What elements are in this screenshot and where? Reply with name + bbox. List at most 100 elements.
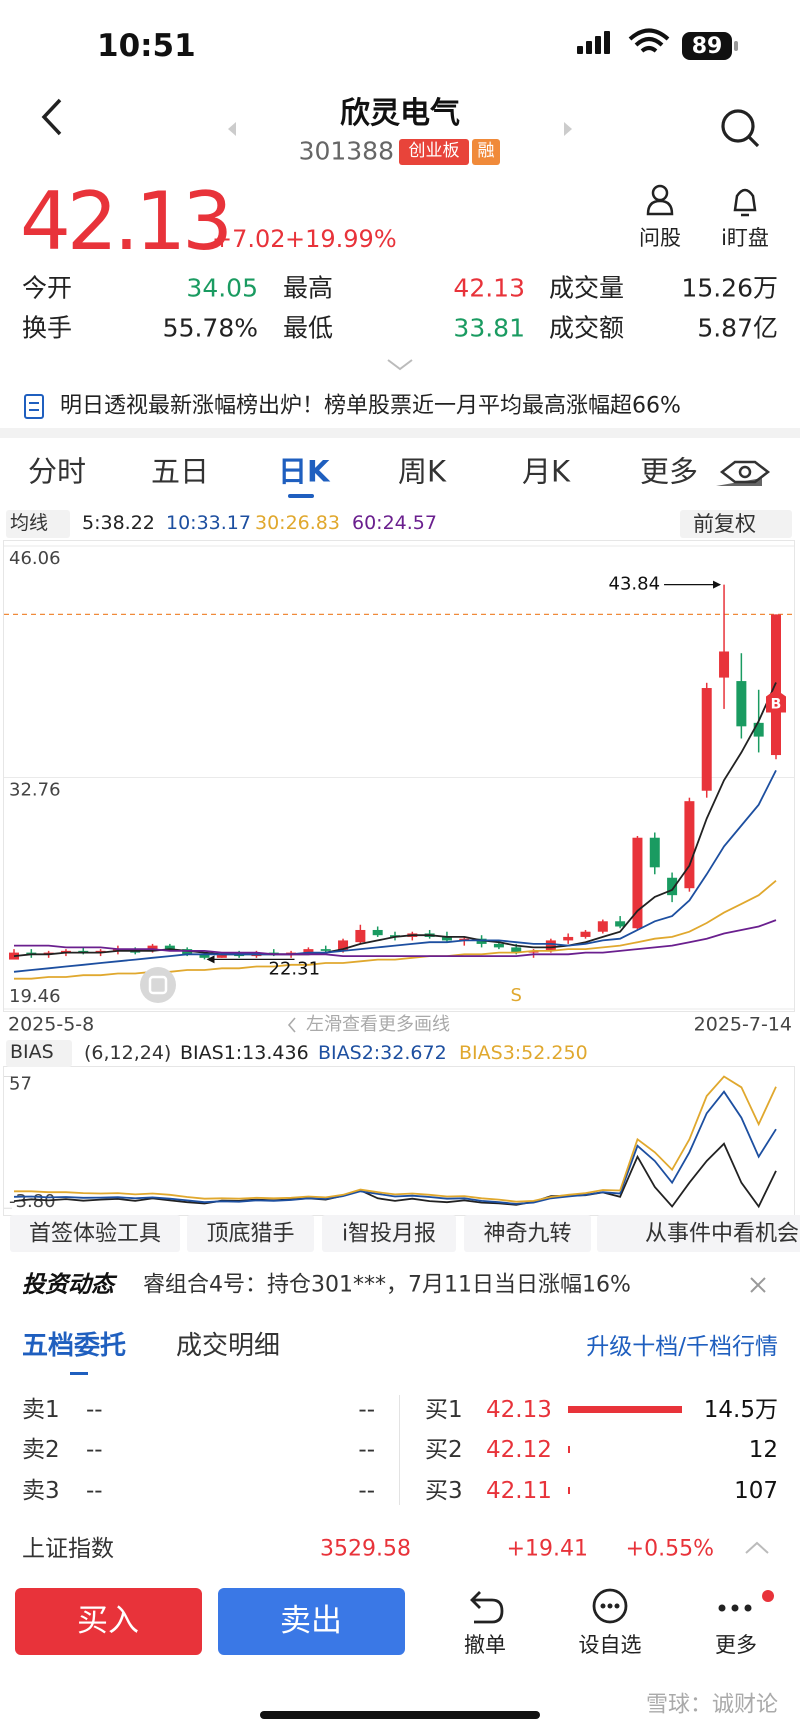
stat-label: 最低 [283, 313, 334, 343]
buy-volume-bar [568, 1406, 682, 1413]
cancel-icon[interactable] [470, 1591, 504, 1624]
sell-signal: S [511, 985, 522, 1006]
next-stock[interactable] [564, 122, 572, 136]
news-text[interactable]: 睿组合4号：持仓301***，7月11日当日涨幅16% [143, 1272, 631, 1298]
candle-body [649, 837, 660, 868]
candle-body [684, 801, 695, 889]
sell-volume: -- [358, 1436, 375, 1463]
book-tab[interactable]: 五档委托 [22, 1331, 127, 1362]
x-label: 2025-7-14 [694, 1014, 792, 1036]
signal-bar [604, 31, 610, 54]
candle-body [164, 945, 175, 950]
stat-label: 最高 [283, 273, 334, 303]
buy-volume-bar [568, 1446, 570, 1453]
tool-label[interactable]: 顶底猎手 [206, 1221, 295, 1247]
ma-line [14, 919, 777, 957]
buy-button-label[interactable]: 买入 [77, 1603, 139, 1640]
high-label: 43.84 [609, 574, 661, 595]
sell-level: 卖2 [22, 1436, 60, 1463]
buy-button[interactable] [15, 1588, 202, 1655]
bottom-action[interactable]: 更多 [715, 1632, 757, 1657]
bias-legend: BIAS1:13.436 [180, 1042, 309, 1065]
sell-volume: -- [358, 1396, 375, 1423]
sell-button[interactable] [218, 1588, 405, 1655]
bottom-action[interactable]: 设自选 [578, 1632, 642, 1657]
candle-body [719, 651, 730, 678]
tool-chip[interactable] [322, 1215, 456, 1252]
tool-label[interactable]: 从事件中看机会 [645, 1221, 800, 1247]
buy-signal-badge [766, 689, 786, 713]
period-tab[interactable]: 月K [522, 454, 571, 489]
swipe-hint: 左滑查看更多画线 [306, 1014, 450, 1035]
book-divider [399, 1395, 400, 1505]
bottom-action[interactable]: 撤单 [464, 1632, 506, 1657]
sell-button-label[interactable]: 卖出 [280, 1603, 342, 1640]
stat-label: 换手 [22, 313, 73, 343]
watchlist-icon[interactable] [592, 1588, 628, 1624]
notice-text[interactable]: 明日透视最新涨幅榜出炉！榜单股票近一月平均最高涨幅超66% [60, 393, 681, 419]
more-dot[interactable] [718, 1604, 726, 1612]
expand-chevron[interactable] [387, 359, 413, 371]
prev-stock[interactable] [228, 122, 236, 136]
signal-bar [577, 46, 583, 54]
watermark: 雪球：诚财论 [645, 1692, 778, 1718]
sell-price: -- [86, 1396, 103, 1423]
close-news [750, 1277, 766, 1293]
badge-dot [762, 1590, 774, 1602]
stat-value: 33.81 [453, 313, 525, 343]
book-link[interactable]: 升级十档/千档行情 [586, 1333, 778, 1360]
signal-bar [595, 36, 601, 54]
battery-level: 89 [692, 34, 723, 59]
buy-volume: 107 [734, 1477, 778, 1504]
stat-value: 42.13 [453, 273, 525, 303]
candle-body [372, 929, 383, 936]
watch-icon[interactable] [733, 188, 757, 217]
period-tab[interactable]: 周K [398, 454, 447, 489]
ask-icon[interactable] [651, 184, 669, 202]
tool-label[interactable]: i智投月报 [341, 1221, 437, 1247]
settings-icon-core [738, 465, 752, 479]
back-button[interactable] [41, 98, 62, 136]
ma-selector[interactable] [6, 510, 70, 538]
tool-chip[interactable] [10, 1215, 180, 1252]
notice-icon [24, 394, 44, 419]
index-pct: +0.55% [625, 1536, 714, 1562]
bias-selector[interactable] [6, 1040, 72, 1067]
period-tab[interactable]: 更多 [640, 454, 699, 489]
tool-label[interactable]: 神奇九转 [483, 1221, 572, 1247]
period-tab[interactable]: 五日 [151, 454, 210, 489]
sell-level: 卖3 [22, 1477, 60, 1504]
ma-legend: 5:38.22 [82, 512, 155, 535]
status-time: 10:51 [97, 28, 196, 65]
index-name[interactable]: 上证指数 [22, 1535, 114, 1562]
ma-line [13, 769, 777, 973]
candle-body [234, 954, 245, 957]
tool-chip[interactable] [187, 1215, 314, 1252]
search-button[interactable] [721, 109, 755, 143]
book-tab[interactable]: 成交明细 [176, 1331, 281, 1362]
stat-label: 成交额 [549, 313, 625, 343]
candle-body [355, 929, 366, 943]
sell-price: -- [86, 1477, 103, 1504]
period-tab[interactable]: 分时 [28, 454, 87, 489]
tool-label[interactable]: 首签体验工具 [28, 1221, 162, 1247]
action-label[interactable]: i盯盘 [721, 225, 769, 250]
adjust-selector[interactable] [680, 510, 792, 538]
battery-cap [734, 41, 738, 51]
settings-icon[interactable] [719, 460, 771, 484]
tool-chip[interactable] [464, 1215, 591, 1252]
adjust-label: 前复权 [693, 511, 756, 536]
tool-chip[interactable] [597, 1215, 800, 1252]
period-tab[interactable]: 日K [278, 454, 330, 489]
buy-price: 42.13 [486, 1396, 552, 1423]
bias-line [13, 1090, 777, 1205]
bias-label: BIAS [10, 1041, 54, 1064]
action-label[interactable]: 问股 [639, 225, 681, 250]
ma-legend: 30:26.83 [255, 512, 340, 535]
buy-price: 42.11 [486, 1477, 552, 1504]
separator-band [0, 428, 800, 438]
buy-level: 买3 [425, 1477, 463, 1504]
price-change: +7.02 [212, 225, 286, 254]
collapse-index[interactable] [745, 1541, 769, 1554]
